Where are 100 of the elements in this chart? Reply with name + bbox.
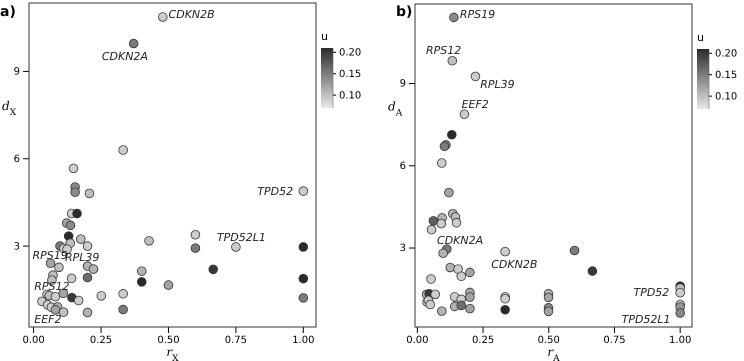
point: [76, 234, 86, 244]
point: [208, 264, 218, 274]
point: [118, 145, 128, 155]
annotation: RPS12: [426, 44, 462, 57]
point: [118, 289, 128, 299]
point: [465, 304, 475, 314]
chart-title: b): [396, 4, 412, 20]
point: [438, 248, 448, 258]
point: [465, 292, 475, 302]
x-tick-label: 0.25: [472, 335, 494, 346]
color-bar-title: u: [321, 30, 328, 43]
point: [428, 216, 438, 226]
point: [128, 38, 138, 48]
point: [136, 266, 147, 276]
point: [675, 288, 685, 298]
annotation: TPD52: [257, 184, 294, 198]
annotation: RPS12: [34, 280, 70, 293]
point: [96, 291, 106, 301]
point: [465, 268, 475, 278]
point: [298, 274, 308, 284]
point: [54, 262, 64, 272]
point: [298, 293, 308, 303]
annotation: CDKN2B: [491, 258, 538, 271]
point: [430, 290, 440, 300]
annotation: TPD52L1: [622, 312, 671, 326]
x-tick-label: 0.50: [538, 335, 560, 346]
x-tick-label: 0.75: [224, 335, 248, 346]
annotation: CDKN2A: [437, 234, 484, 247]
chart-title: a): [0, 4, 16, 20]
point: [82, 308, 92, 318]
point: [74, 296, 84, 306]
annotation: EEF2: [462, 98, 489, 111]
point: [144, 236, 154, 246]
y-tick-label: 3: [14, 241, 20, 252]
point: [444, 188, 454, 198]
point: [437, 158, 447, 168]
x-tick-label: 1.00: [669, 335, 692, 346]
color-bar-label: 0.15: [715, 70, 738, 81]
point: [50, 305, 60, 315]
point: [470, 72, 480, 82]
color-bar-label: 0.20: [715, 48, 738, 60]
color-bar-label: 0.15: [339, 68, 362, 80]
point: [70, 187, 80, 197]
point: [298, 242, 308, 252]
point: [570, 246, 580, 256]
y-tick-label: 6: [400, 160, 406, 172]
x-tick-label: 0.00: [22, 335, 45, 346]
x-axis-title: r$_{X}$: [166, 345, 180, 361]
y-tick-label: 6: [14, 154, 20, 165]
point: [425, 300, 436, 310]
point: [445, 262, 455, 272]
y-tick-label: 9: [14, 66, 20, 78]
point: [460, 109, 470, 119]
point: [84, 188, 94, 198]
annotation: TPD52: [633, 286, 670, 299]
point: [437, 306, 447, 316]
point: [500, 304, 510, 314]
point: [456, 272, 466, 282]
point: [68, 164, 78, 174]
point: [426, 274, 436, 284]
point: [298, 186, 308, 196]
point: [452, 218, 462, 228]
color-bar-label: 0.20: [339, 47, 362, 58]
point: [136, 277, 147, 287]
point: [456, 300, 466, 310]
point: [164, 280, 174, 290]
point: [88, 264, 98, 274]
point: [588, 266, 598, 276]
point: [66, 220, 76, 230]
point: [453, 264, 463, 274]
x-tick-label: 0.75: [603, 335, 626, 346]
annotation: TPD52L1: [216, 230, 266, 244]
annotation: RPS19: [460, 8, 496, 21]
point: [500, 246, 510, 256]
x-tick-label: 0.25: [90, 335, 112, 346]
point: [72, 208, 82, 218]
point: [50, 292, 60, 302]
point: [158, 12, 168, 22]
x-tick-label: 0.00: [406, 335, 428, 346]
point: [426, 224, 436, 234]
point: [190, 243, 200, 253]
point: [544, 292, 554, 302]
point: [447, 130, 457, 140]
color-bar-label: 0.10: [339, 90, 362, 102]
annotation: RPL39: [480, 78, 515, 91]
y-axis-title: d$_{X}$: [2, 99, 17, 118]
point: [448, 56, 458, 66]
point: [449, 12, 459, 22]
x-tick-label: 0.50: [157, 335, 180, 346]
y-axis-title: d$_{A}$: [388, 100, 403, 118]
point: [675, 308, 685, 318]
point: [436, 218, 446, 228]
point: [118, 304, 128, 314]
point: [190, 230, 200, 240]
point: [231, 242, 241, 252]
color-bar-title: u: [697, 31, 704, 44]
point: [82, 241, 92, 251]
y-tick-label: 9: [400, 78, 406, 90]
annotation: CDKN2B: [168, 8, 215, 21]
point: [82, 272, 92, 282]
